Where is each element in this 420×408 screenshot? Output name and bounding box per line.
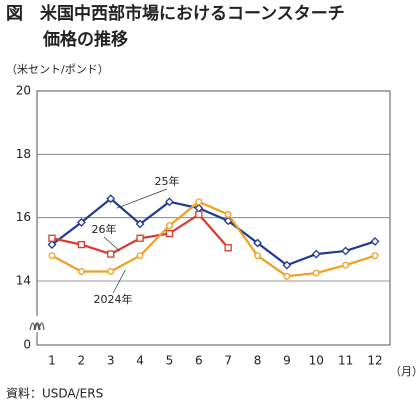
marker xyxy=(166,222,173,230)
leader-line xyxy=(112,269,126,294)
x-tick-label: 5 xyxy=(166,354,174,368)
marker xyxy=(135,219,145,229)
marker xyxy=(77,240,86,249)
series-label: 25年 xyxy=(155,174,180,188)
marker xyxy=(195,210,203,219)
x-tick-label: 7 xyxy=(224,354,232,368)
leader-line xyxy=(103,236,120,252)
marker xyxy=(195,198,203,206)
marker xyxy=(194,203,204,213)
marker xyxy=(341,246,351,256)
x-tick-label: 11 xyxy=(338,354,353,368)
marker xyxy=(282,260,292,270)
marker xyxy=(136,234,144,242)
series-label: 2024年 xyxy=(94,292,133,306)
x-tick-label: 10 xyxy=(309,354,324,368)
marker xyxy=(371,252,379,260)
marker xyxy=(165,229,174,238)
marker xyxy=(77,268,85,275)
marker xyxy=(224,211,232,218)
x-tick-label: 6 xyxy=(195,354,203,368)
x-tick-label: 8 xyxy=(254,354,262,368)
y-tick-label: 16 xyxy=(16,210,31,224)
source: 資料：USDA/ERS xyxy=(6,387,103,401)
marker xyxy=(76,217,86,227)
series-line xyxy=(51,200,376,278)
marker xyxy=(311,249,321,259)
x-tick-label: 3 xyxy=(107,354,115,368)
marker xyxy=(106,194,116,204)
marker xyxy=(223,216,233,226)
marker xyxy=(283,272,291,280)
series-line xyxy=(51,197,376,267)
marker xyxy=(136,252,144,260)
axis-break xyxy=(29,316,45,332)
leader-line xyxy=(116,188,168,209)
y-tick-label: 14 xyxy=(16,274,31,288)
y-axis-label: （米セント/ポンド） xyxy=(6,63,109,76)
chart-title: 図 米国中西部市場におけるコーンスターチ xyxy=(6,3,345,24)
marker xyxy=(47,240,57,250)
marker xyxy=(48,234,56,242)
marker xyxy=(342,261,350,269)
marker xyxy=(165,197,174,207)
marker xyxy=(48,252,56,260)
series-label: 26年 xyxy=(92,222,117,236)
marker xyxy=(254,252,261,260)
x-tick-label: 9 xyxy=(283,354,291,368)
x-tick-label: 12 xyxy=(367,354,382,368)
y-tick-label: 18 xyxy=(16,147,31,161)
x-tick-label: 1 xyxy=(48,354,56,368)
marker xyxy=(107,268,115,275)
y-tick-label: 0 xyxy=(23,338,31,352)
marker xyxy=(107,250,115,258)
marker xyxy=(370,236,380,246)
x-axis-unit: （月） xyxy=(390,365,420,378)
marker xyxy=(312,269,320,277)
marker xyxy=(224,244,232,252)
chart-title: 価格の推移 xyxy=(42,29,128,50)
x-tick-label: 2 xyxy=(78,354,86,368)
y-tick-label: 20 xyxy=(16,84,31,98)
x-tick-label: 4 xyxy=(136,354,144,368)
marker xyxy=(253,238,262,248)
